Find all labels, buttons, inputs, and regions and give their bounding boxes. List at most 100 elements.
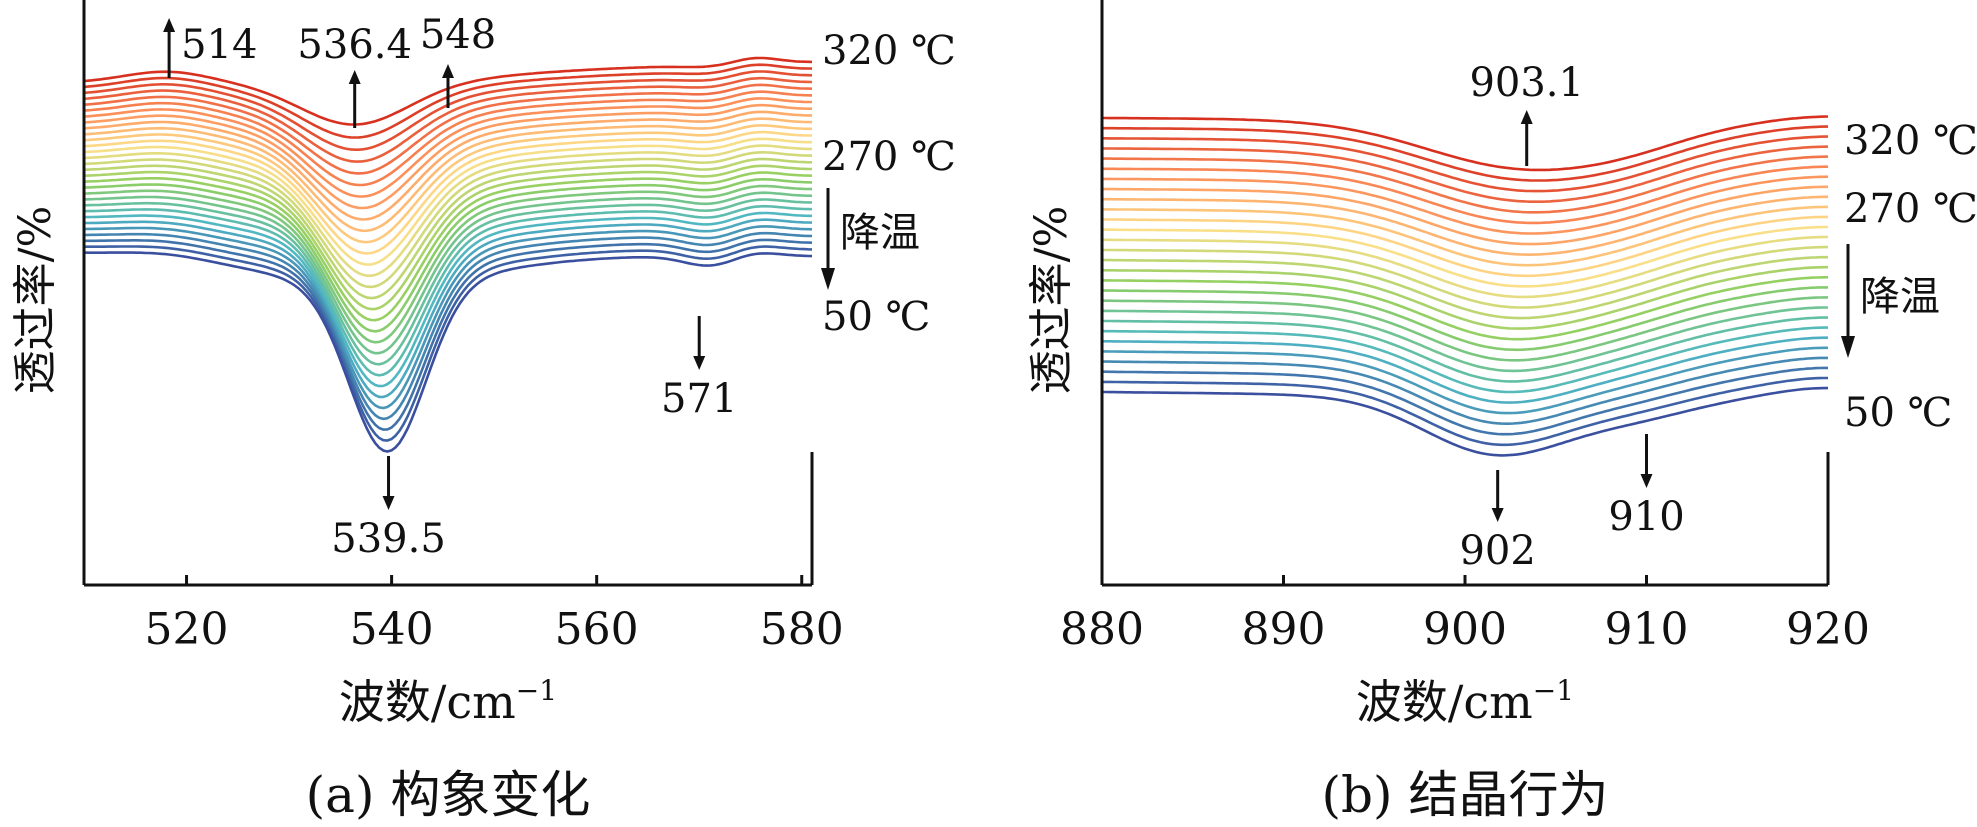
annotation-arrow-536.4-head bbox=[348, 70, 361, 84]
x-axis-label-b: 波数/cm−1 bbox=[1356, 674, 1574, 729]
x-tick-label: 900 bbox=[1423, 604, 1507, 655]
annotation-label-548: 548 bbox=[420, 12, 496, 58]
annotation-arrow-514-head bbox=[163, 18, 176, 32]
series-line-a-28 bbox=[84, 238, 813, 431]
annotation-arrow-571-head bbox=[693, 356, 706, 370]
annotations-b: 903.1 902 910 bbox=[1459, 60, 1684, 574]
series-line-a-20 bbox=[83, 184, 813, 344]
temp-label-b-320: 320 ℃ bbox=[1844, 118, 1977, 164]
y-axis-label-a: 透过率/% bbox=[10, 206, 61, 395]
annotation-label-536.4: 536.4 bbox=[297, 22, 412, 68]
annotation-label-903.1: 903.1 bbox=[1469, 60, 1584, 106]
series-line-b-12 bbox=[1101, 225, 1828, 288]
series-line-b-21 bbox=[1102, 316, 1828, 383]
annotation-arrow-902-head bbox=[1491, 508, 1504, 522]
temp-label-b-270: 270 ℃ bbox=[1844, 186, 1977, 232]
annotation-label-514: 514 bbox=[181, 22, 257, 68]
series-line-a-14 bbox=[83, 144, 812, 277]
annotation-label-571: 571 bbox=[661, 376, 737, 422]
series-line-b-16 bbox=[1101, 265, 1828, 330]
series-line-a-30 bbox=[83, 251, 813, 453]
series-line-a-18 bbox=[83, 171, 813, 322]
temp-label-a-270: 270 ℃ bbox=[822, 134, 956, 180]
series-line-b-11 bbox=[1102, 215, 1828, 278]
series-line-a-25 bbox=[84, 218, 813, 399]
annotation-label-902: 902 bbox=[1459, 528, 1535, 574]
x-ticks-a: 520 540 560 580 bbox=[145, 575, 844, 655]
temp-label-b-50: 50 ℃ bbox=[1844, 390, 1952, 436]
annotation-label-910: 910 bbox=[1608, 494, 1684, 540]
series-line-a-22 bbox=[83, 198, 813, 366]
cooling-arrowhead-b bbox=[1841, 336, 1855, 358]
x-tick-label: 910 bbox=[1605, 604, 1689, 655]
temp-label-a-320: 320 ℃ bbox=[822, 28, 956, 74]
series-line-a-24 bbox=[84, 211, 813, 388]
series-line-b-23 bbox=[1102, 336, 1828, 404]
series-line-a-11 bbox=[83, 124, 812, 244]
annotation-arrow-903.1-head bbox=[1520, 110, 1533, 124]
series-line-b-17 bbox=[1102, 276, 1828, 341]
series-line-b-6 bbox=[1101, 165, 1828, 225]
panel-caption-a: (a) 构象变化 bbox=[306, 766, 591, 824]
x-axis-label-b-sup: −1 bbox=[1533, 674, 1574, 707]
series-line-a-19 bbox=[83, 177, 813, 333]
series-line-b-14 bbox=[1101, 245, 1828, 309]
series-line-b-22 bbox=[1101, 326, 1828, 394]
series-line-a-13 bbox=[83, 137, 812, 266]
series-line-b-3 bbox=[1102, 135, 1828, 193]
annotation-arrow-539.5-head bbox=[382, 496, 395, 510]
annotation-arrow-548-head bbox=[442, 64, 454, 78]
series-line-a-21 bbox=[83, 191, 813, 355]
series-line-a-9 bbox=[83, 110, 812, 221]
annotations-a: 514 536.4 548 539.5 571 bbox=[163, 12, 737, 562]
series-line-b-7 bbox=[1102, 175, 1829, 235]
curves-a bbox=[83, 56, 813, 453]
series-line-a-5 bbox=[83, 83, 813, 175]
cooling-label-a: 降温 bbox=[840, 210, 920, 256]
panel-a: 520 540 560 580 514 536.4 548 539.5 571 透过率/% 波… bbox=[10, 0, 956, 824]
series-line-a-6 bbox=[83, 90, 813, 187]
series-line-b-1 bbox=[1102, 115, 1829, 172]
series-line-a-10 bbox=[83, 117, 812, 233]
temp-label-a-50: 50 ℃ bbox=[822, 294, 930, 340]
annotation-label-539.5: 539.5 bbox=[331, 516, 446, 562]
cooling-arrowhead-a bbox=[821, 268, 835, 290]
y-axis-label-b: 透过率/% bbox=[1026, 206, 1077, 395]
x-tick-label: 580 bbox=[760, 604, 844, 655]
x-tick-label: 880 bbox=[1060, 604, 1144, 655]
panel-caption-b: (b) 结晶行为 bbox=[1322, 766, 1609, 824]
series-line-b-18 bbox=[1101, 286, 1828, 352]
series-line-b-25 bbox=[1102, 356, 1828, 425]
x-axis-label-b-main: 波数/cm bbox=[1356, 675, 1533, 729]
x-tick-label: 540 bbox=[350, 604, 434, 655]
x-axis-label-a-sup: −1 bbox=[516, 674, 557, 707]
x-axis-label-a: 波数/cm−1 bbox=[339, 674, 557, 729]
series-line-a-12 bbox=[83, 130, 812, 255]
series-line-b-28 bbox=[1102, 386, 1828, 457]
series-line-a-29 bbox=[84, 245, 813, 442]
series-line-a-27 bbox=[84, 231, 813, 421]
series-line-b-2 bbox=[1102, 125, 1828, 182]
annotation-arrow-910-head bbox=[1640, 474, 1653, 488]
series-line-a-17 bbox=[83, 164, 812, 311]
series-line-a-7 bbox=[83, 97, 812, 198]
series-line-a-16 bbox=[83, 157, 812, 300]
series-line-b-8 bbox=[1101, 185, 1828, 246]
series-line-b-10 bbox=[1101, 205, 1828, 267]
x-tick-label: 560 bbox=[555, 604, 639, 655]
series-line-a-15 bbox=[83, 150, 812, 289]
series-line-b-24 bbox=[1102, 346, 1828, 415]
series-line-b-19 bbox=[1102, 296, 1828, 362]
series-line-b-15 bbox=[1102, 255, 1828, 320]
series-line-a-23 bbox=[83, 204, 813, 377]
x-axis-label-a-main: 波数/cm bbox=[339, 675, 516, 729]
series-line-b-26 bbox=[1102, 366, 1828, 436]
x-tick-label: 520 bbox=[145, 604, 229, 655]
curves-b bbox=[1101, 115, 1829, 457]
series-line-b-9 bbox=[1102, 195, 1828, 257]
series-line-a-4 bbox=[83, 76, 813, 163]
series-line-a-26 bbox=[83, 225, 813, 410]
cooling-label-b: 降温 bbox=[1860, 274, 1940, 320]
series-line-a-8 bbox=[83, 103, 812, 210]
